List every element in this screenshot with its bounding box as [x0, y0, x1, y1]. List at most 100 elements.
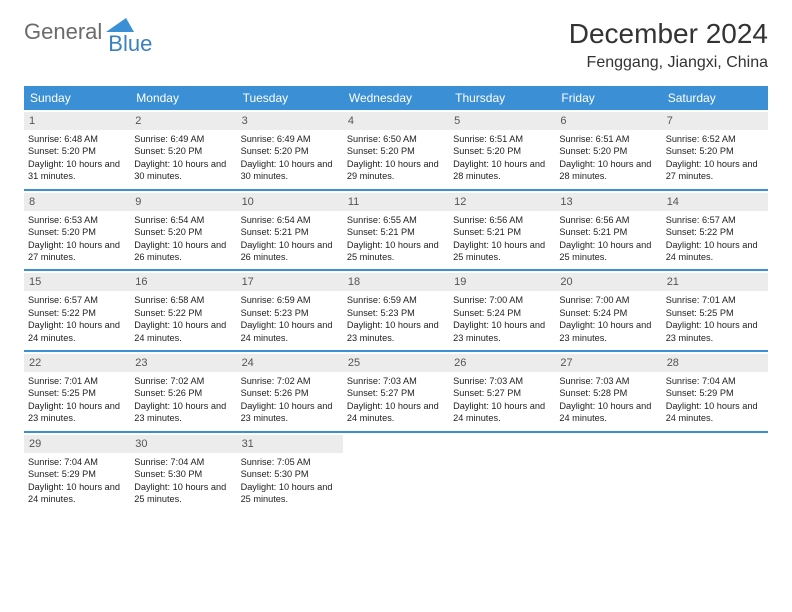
date-number: 26 — [449, 354, 555, 372]
sunrise-text: Sunrise: 7:03 AM — [453, 375, 551, 387]
calendar: SundayMondayTuesdayWednesdayThursdayFrid… — [24, 86, 768, 511]
sunrise-text: Sunrise: 7:00 AM — [559, 294, 657, 306]
date-number: 25 — [343, 354, 449, 372]
sunset-text: Sunset: 5:27 PM — [347, 387, 445, 399]
month-title: December 2024 — [569, 18, 768, 50]
logo-text-blue: Blue — [108, 31, 152, 57]
dow-wednesday: Wednesday — [343, 86, 449, 110]
day-cell: 24 Sunrise: 7:02 AMSunset: 5:26 PMDayligh… — [237, 352, 343, 431]
sunset-text: Sunset: 5:29 PM — [28, 468, 126, 480]
sunrise-text: Sunrise: 7:02 AM — [241, 375, 339, 387]
date-number: 8 — [24, 193, 130, 211]
sunset-text: Sunset: 5:20 PM — [241, 145, 339, 157]
daylight-text: Daylight: 10 hours and 24 minutes. — [666, 400, 764, 425]
daylight-text: Daylight: 10 hours and 24 minutes. — [28, 481, 126, 506]
daylight-text: Daylight: 10 hours and 25 minutes. — [241, 481, 339, 506]
day-cell: 23Sunrise: 7:02 AMSunset: 5:26 PMDayligh… — [130, 352, 236, 431]
date-number: 16 — [130, 273, 236, 291]
dow-sunday: Sunday — [24, 86, 130, 110]
sunrise-text: Sunrise: 6:52 AM — [666, 133, 764, 145]
sunrise-text: Sunrise: 6:49 AM — [134, 133, 232, 145]
sunrise-text: Sunrise: 7:04 AM — [28, 456, 126, 468]
day-cell: 28Sunrise: 7:04 AMSunset: 5:29 PMDayligh… — [662, 352, 768, 431]
sunset-text: Sunset: 5:20 PM — [28, 145, 126, 157]
date-number: 18 — [343, 273, 449, 291]
sunset-text: Sunset: 5:22 PM — [134, 307, 232, 319]
day-of-week-header: SundayMondayTuesdayWednesdayThursdayFrid… — [24, 86, 768, 110]
sunset-text: Sunset: 5:22 PM — [666, 226, 764, 238]
sunrise-text: Sunrise: 7:03 AM — [347, 375, 445, 387]
daylight-text: Daylight: 10 hours and 26 minutes. — [134, 239, 232, 264]
dow-saturday: Saturday — [662, 86, 768, 110]
daylight-text: Daylight: 10 hours and 23 minutes. — [453, 319, 551, 344]
date-number: 31 — [237, 435, 343, 453]
sunset-text: Sunset: 5:21 PM — [453, 226, 551, 238]
daylight-text: Daylight: 10 hours and 23 minutes. — [666, 319, 764, 344]
sunset-text: Sunset: 5:29 PM — [666, 387, 764, 399]
daylight-text: Daylight: 10 hours and 25 minutes. — [347, 239, 445, 264]
date-number: 23 — [130, 354, 236, 372]
sunset-text: Sunset: 5:27 PM — [453, 387, 551, 399]
sunrise-text: Sunrise: 6:48 AM — [28, 133, 126, 145]
sunrise-text: Sunrise: 7:00 AM — [453, 294, 551, 306]
week-row: 1Sunrise: 6:48 AMSunset: 5:20 PMDaylight… — [24, 110, 768, 191]
sunset-text: Sunset: 5:20 PM — [134, 226, 232, 238]
daylight-text: Daylight: 10 hours and 30 minutes. — [134, 158, 232, 183]
daylight-text: Daylight: 10 hours and 23 minutes. — [241, 400, 339, 425]
day-cell: 15Sunrise: 6:57 AMSunset: 5:22 PMDayligh… — [24, 271, 130, 350]
daylight-text: Daylight: 10 hours and 29 minutes. — [347, 158, 445, 183]
date-number: 30 — [130, 435, 236, 453]
sunset-text: Sunset: 5:24 PM — [559, 307, 657, 319]
day-cell: 30Sunrise: 7:04 AMSunset: 5:30 PMDayligh… — [130, 433, 236, 512]
logo-text-general: General — [24, 19, 102, 45]
date-number: 22 — [24, 354, 130, 372]
day-cell: 3Sunrise: 6:49 AMSunset: 5:20 PMDaylight… — [237, 110, 343, 189]
sunset-text: Sunset: 5:21 PM — [241, 226, 339, 238]
sunrise-text: Sunrise: 6:56 AM — [453, 214, 551, 226]
day-cell: 26Sunrise: 7:03 AMSunset: 5:27 PMDayligh… — [449, 352, 555, 431]
day-cell: 13Sunrise: 6:56 AMSunset: 5:21 PMDayligh… — [555, 191, 661, 270]
date-number: 2 — [130, 112, 236, 130]
sunset-text: Sunset: 5:20 PM — [666, 145, 764, 157]
date-number: 27 — [555, 354, 661, 372]
sunrise-text: Sunrise: 7:01 AM — [666, 294, 764, 306]
date-number: 3 — [237, 112, 343, 130]
sunrise-text: Sunrise: 6:54 AM — [134, 214, 232, 226]
day-cell: 1Sunrise: 6:48 AMSunset: 5:20 PMDaylight… — [24, 110, 130, 189]
day-cell: 16Sunrise: 6:58 AMSunset: 5:22 PMDayligh… — [130, 271, 236, 350]
sunset-text: Sunset: 5:30 PM — [241, 468, 339, 480]
sunrise-text: Sunrise: 6:59 AM — [241, 294, 339, 306]
daylight-text: Daylight: 10 hours and 26 minutes. — [241, 239, 339, 264]
daylight-text: Daylight: 10 hours and 25 minutes. — [559, 239, 657, 264]
sunset-text: Sunset: 5:25 PM — [28, 387, 126, 399]
day-cell: 11Sunrise: 6:55 AMSunset: 5:21 PMDayligh… — [343, 191, 449, 270]
sunrise-text: Sunrise: 7:05 AM — [241, 456, 339, 468]
date-number: 1 — [24, 112, 130, 130]
day-cell: 10Sunrise: 6:54 AMSunset: 5:21 PMDayligh… — [237, 191, 343, 270]
day-cell: 5Sunrise: 6:51 AMSunset: 5:20 PMDaylight… — [449, 110, 555, 189]
week-row: 8Sunrise: 6:53 AMSunset: 5:20 PMDaylight… — [24, 191, 768, 272]
sunset-text: Sunset: 5:26 PM — [241, 387, 339, 399]
daylight-text: Daylight: 10 hours and 24 minutes. — [134, 319, 232, 344]
location-text: Fenggang, Jiangxi, China — [569, 54, 768, 72]
daylight-text: Daylight: 10 hours and 24 minutes. — [347, 400, 445, 425]
sunrise-text: Sunrise: 6:50 AM — [347, 133, 445, 145]
dow-monday: Monday — [130, 86, 236, 110]
day-cell: 17Sunrise: 6:59 AMSunset: 5:23 PMDayligh… — [237, 271, 343, 350]
daylight-text: Daylight: 10 hours and 23 minutes. — [134, 400, 232, 425]
day-cell: 25 Sunrise: 7:03 AMSunset: 5:27 PMDayligh… — [343, 352, 449, 431]
date-number: 4 — [343, 112, 449, 130]
date-number: 24 — [237, 354, 343, 372]
sunrise-text: Sunrise: 6:59 AM — [347, 294, 445, 306]
date-number: 19 — [449, 273, 555, 291]
daylight-text: Daylight: 10 hours and 24 minutes. — [559, 400, 657, 425]
day-cell: 14Sunrise: 6:57 AMSunset: 5:22 PMDayligh… — [662, 191, 768, 270]
day-cell: 22Sunrise: 7:01 AMSunset: 5:25 PMDayligh… — [24, 352, 130, 431]
daylight-text: Daylight: 10 hours and 27 minutes. — [28, 239, 126, 264]
day-cell: 4Sunrise: 6:50 AMSunset: 5:20 PMDaylight… — [343, 110, 449, 189]
sunrise-text: Sunrise: 6:51 AM — [559, 133, 657, 145]
day-cell: 18Sunrise: 6:59 AMSunset: 5:23 PMDayligh… — [343, 271, 449, 350]
sunrise-text: Sunrise: 7:04 AM — [666, 375, 764, 387]
date-number: 6 — [555, 112, 661, 130]
week-row: 15Sunrise: 6:57 AMSunset: 5:22 PMDayligh… — [24, 271, 768, 352]
